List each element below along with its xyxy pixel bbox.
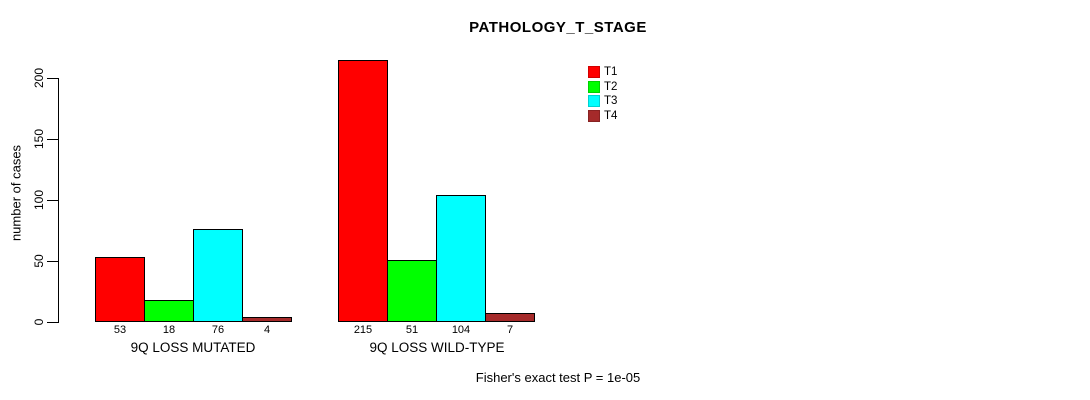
y-tick <box>47 78 58 79</box>
bar-value-label: 4 <box>263 324 271 336</box>
legend-label-t1: T1 <box>604 66 618 78</box>
y-tick-label: 150 <box>32 128 46 150</box>
bar-t1-group1 <box>95 257 145 322</box>
bar-t4-group1 <box>242 317 292 322</box>
bar-value-label: 51 <box>405 324 419 336</box>
bar-value-label: 7 <box>506 324 514 336</box>
bar-t1-group2 <box>338 60 388 322</box>
y-tick-label: 100 <box>32 189 46 211</box>
y-tick <box>47 139 58 140</box>
bar-value-label: 104 <box>451 324 471 336</box>
legend-swatch-t3 <box>588 95 600 107</box>
bar-value-label: 18 <box>162 324 176 336</box>
y-tick <box>47 261 58 262</box>
x-category-label-2: 9Q LOSS WILD-TYPE <box>369 340 505 355</box>
bar-t3-group1 <box>193 229 243 322</box>
bar-t3-group2 <box>436 195 486 322</box>
bar-value-label: 215 <box>353 324 373 336</box>
fisher-test-annotation: Fisher's exact test P = 1e-05 <box>475 370 641 385</box>
bar-value-label: 76 <box>211 324 225 336</box>
chart-title: PATHOLOGY_T_STAGE <box>469 19 647 36</box>
legend-label-t4: T4 <box>604 110 618 122</box>
bar-t2-group1 <box>144 300 194 322</box>
bar-value-label: 53 <box>113 324 127 336</box>
y-tick <box>47 322 58 323</box>
bar-t4-group2 <box>485 313 535 322</box>
legend-label-t2: T2 <box>604 81 618 93</box>
legend-label-t3: T3 <box>604 95 618 107</box>
legend-swatch-t1 <box>588 66 600 78</box>
y-tick-label: 50 <box>32 254 46 268</box>
legend-swatch-t4 <box>588 110 600 122</box>
x-category-label-1: 9Q LOSS MUTATED <box>130 340 256 355</box>
y-axis-line <box>58 78 59 323</box>
bar-t2-group2 <box>387 260 437 322</box>
y-tick-label: 200 <box>32 67 46 89</box>
y-tick-label: 0 <box>32 318 46 326</box>
y-axis-label: number of cases <box>8 144 24 242</box>
y-tick <box>47 200 58 201</box>
legend-swatch-t2 <box>588 81 600 93</box>
